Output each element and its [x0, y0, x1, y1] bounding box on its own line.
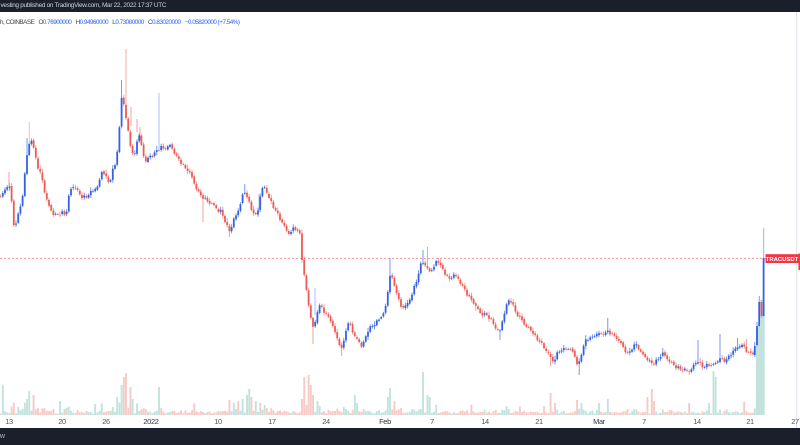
- svg-text:TRACUSDT: TRACUSDT: [766, 257, 799, 263]
